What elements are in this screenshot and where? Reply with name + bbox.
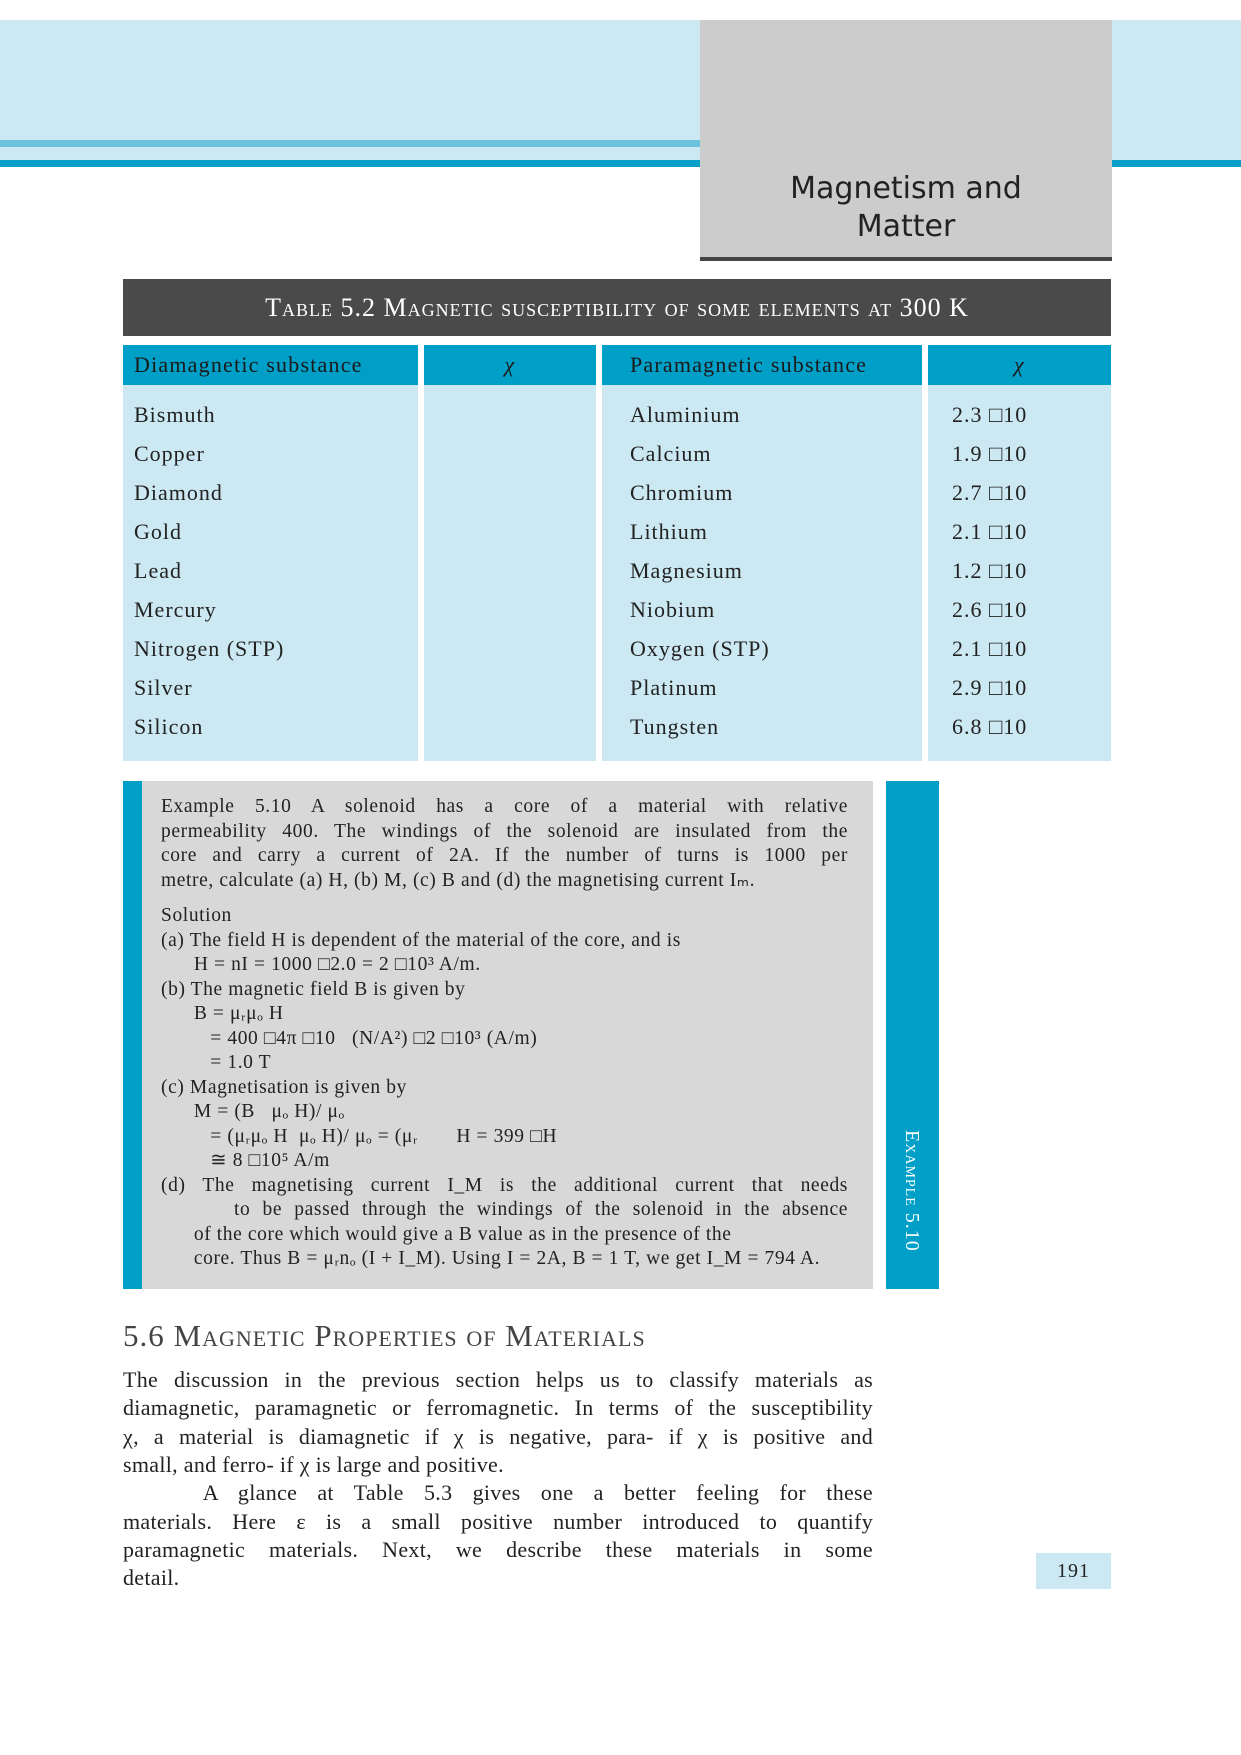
example-question-line: permeability 400. The windings of the so… [161,820,848,842]
paragraph-line: paramagnetic materials. Next, we describ… [123,1536,873,1562]
solution-line: = 1.0 T [161,1052,272,1073]
table-cell: Silver [134,675,193,700]
table-cell: 6.8 □10 [952,714,1028,739]
chapter-box [700,20,1112,261]
solution-label: Solution [161,905,232,926]
solution-line: (d) The magnetising current I_M is the a… [161,1174,848,1196]
table-cell: Oxygen (STP) [630,636,770,661]
solution-line: H = nI = 1000 □2.0 = 2 □10³ A/m. [161,954,481,975]
table-cell: Bismuth [134,402,216,427]
example-question-line: core and carry a current of 2A. If the n… [161,845,848,866]
table-cell: Niobium [630,597,716,622]
table-cell: Chromium [630,480,734,505]
column-diamagnetic [123,385,418,761]
table-cell: 2.7 □10 [952,480,1028,505]
paragraph-line: diamagnetic, paramagnetic or ferromagnet… [123,1395,873,1421]
table-cell: Tungsten [630,714,720,739]
column-header-chi: χ [928,345,1111,385]
chapter-title-line: Magnetism and [790,171,1022,206]
solution-line: ≅ 8 □10⁵ A/m [161,1150,330,1171]
table-title: Table 5.2 Magnetic susceptibility of som… [123,279,1111,336]
solution-line: B = μᵣμₒ H [161,1003,284,1024]
page-number: 191 [1036,1553,1111,1589]
solution-line: = (μᵣμₒ H μₒ H)/ μₒ = (μᵣ H = 399 □H [161,1125,558,1147]
table-cell: 2.9 □10 [952,675,1028,700]
solution-line: of the core which would give a B value a… [161,1223,732,1245]
chapter-title-line: Matter [856,209,956,244]
column-header-paramagnetic: Paramagnetic substance [602,345,922,385]
example-side-tab [886,781,939,1289]
table-cell: Lithium [630,519,708,544]
header-rule [0,140,700,147]
chapter-title: Magnetism and Matter [700,170,1112,246]
table-cell: Aluminium [630,402,741,427]
example-question-line: Example 5.10 A solenoid has a core of a … [161,796,848,817]
solution-line: (c) Magnetisation is given by [161,1076,407,1098]
section-heading: 5.6 Magnetic Properties of Materials [123,1318,646,1353]
solution-line: to be passed through the windings of the… [161,1199,848,1220]
table-cell: Copper [134,441,205,466]
table-cell: 2.3 □10 [952,402,1028,427]
table-cell: 2.1 □10 [952,519,1028,544]
table-cell: Silicon [134,714,204,739]
column-header-diamagnetic: Diamagnetic substance [123,345,418,385]
paragraph-line: A glance at Table 5.3 gives one a better… [123,1480,873,1506]
header-rule [0,160,1241,167]
table-cell: 1.9 □10 [952,441,1028,466]
table-cell: Lead [134,558,182,583]
paragraph-line: materials. Here ε is a small positive nu… [123,1508,873,1534]
table-cell: Gold [134,519,182,544]
solution-line: = 400 □4π □10 (N/A²) □2 □10³ (A/m) [161,1027,538,1049]
solution-line: (b) The magnetic field B is given by [161,978,466,1000]
example-side-label: Example 5.10 [886,1130,939,1280]
table-cell: Magnesium [630,558,743,583]
table-cell: 1.2 □10 [952,558,1028,583]
table-cell: Diamond [134,480,223,505]
paragraph-line: small, and ferro- if χ is large and posi… [123,1451,504,1477]
paragraph-line: detail. [123,1565,180,1591]
example-question-line: metre, calculate (a) H, (b) M, (c) B and… [161,869,756,891]
solution-line: M = (B μₒ H)/ μₒ [161,1101,345,1122]
column-header-chi: χ [424,345,596,385]
example-side-label-text: Example 5.10 [901,1130,923,1252]
column-paramagnetic-chi [928,385,1111,761]
table-cell: Nitrogen (STP) [134,636,285,661]
example-box [123,781,873,1289]
table-cell: Calcium [630,441,712,466]
table-cell: 2.1 □10 [952,636,1028,661]
example-accent-bar [123,781,142,1289]
solution-line: (a) The field H is dependent of the mate… [161,929,681,951]
table-cell: Platinum [630,675,718,700]
paragraph-line: The discussion in the previous section h… [123,1367,873,1392]
column-diamagnetic-chi [424,385,596,761]
table-cell: 2.6 □10 [952,597,1028,622]
table-cell: Mercury [134,597,217,622]
column-paramagnetic [602,385,922,761]
solution-line: core. Thus B = μᵣnₒ (I + I_M). Using I =… [161,1248,821,1269]
paragraph-line: χ, a material is diamagnetic if χ is neg… [123,1423,873,1449]
